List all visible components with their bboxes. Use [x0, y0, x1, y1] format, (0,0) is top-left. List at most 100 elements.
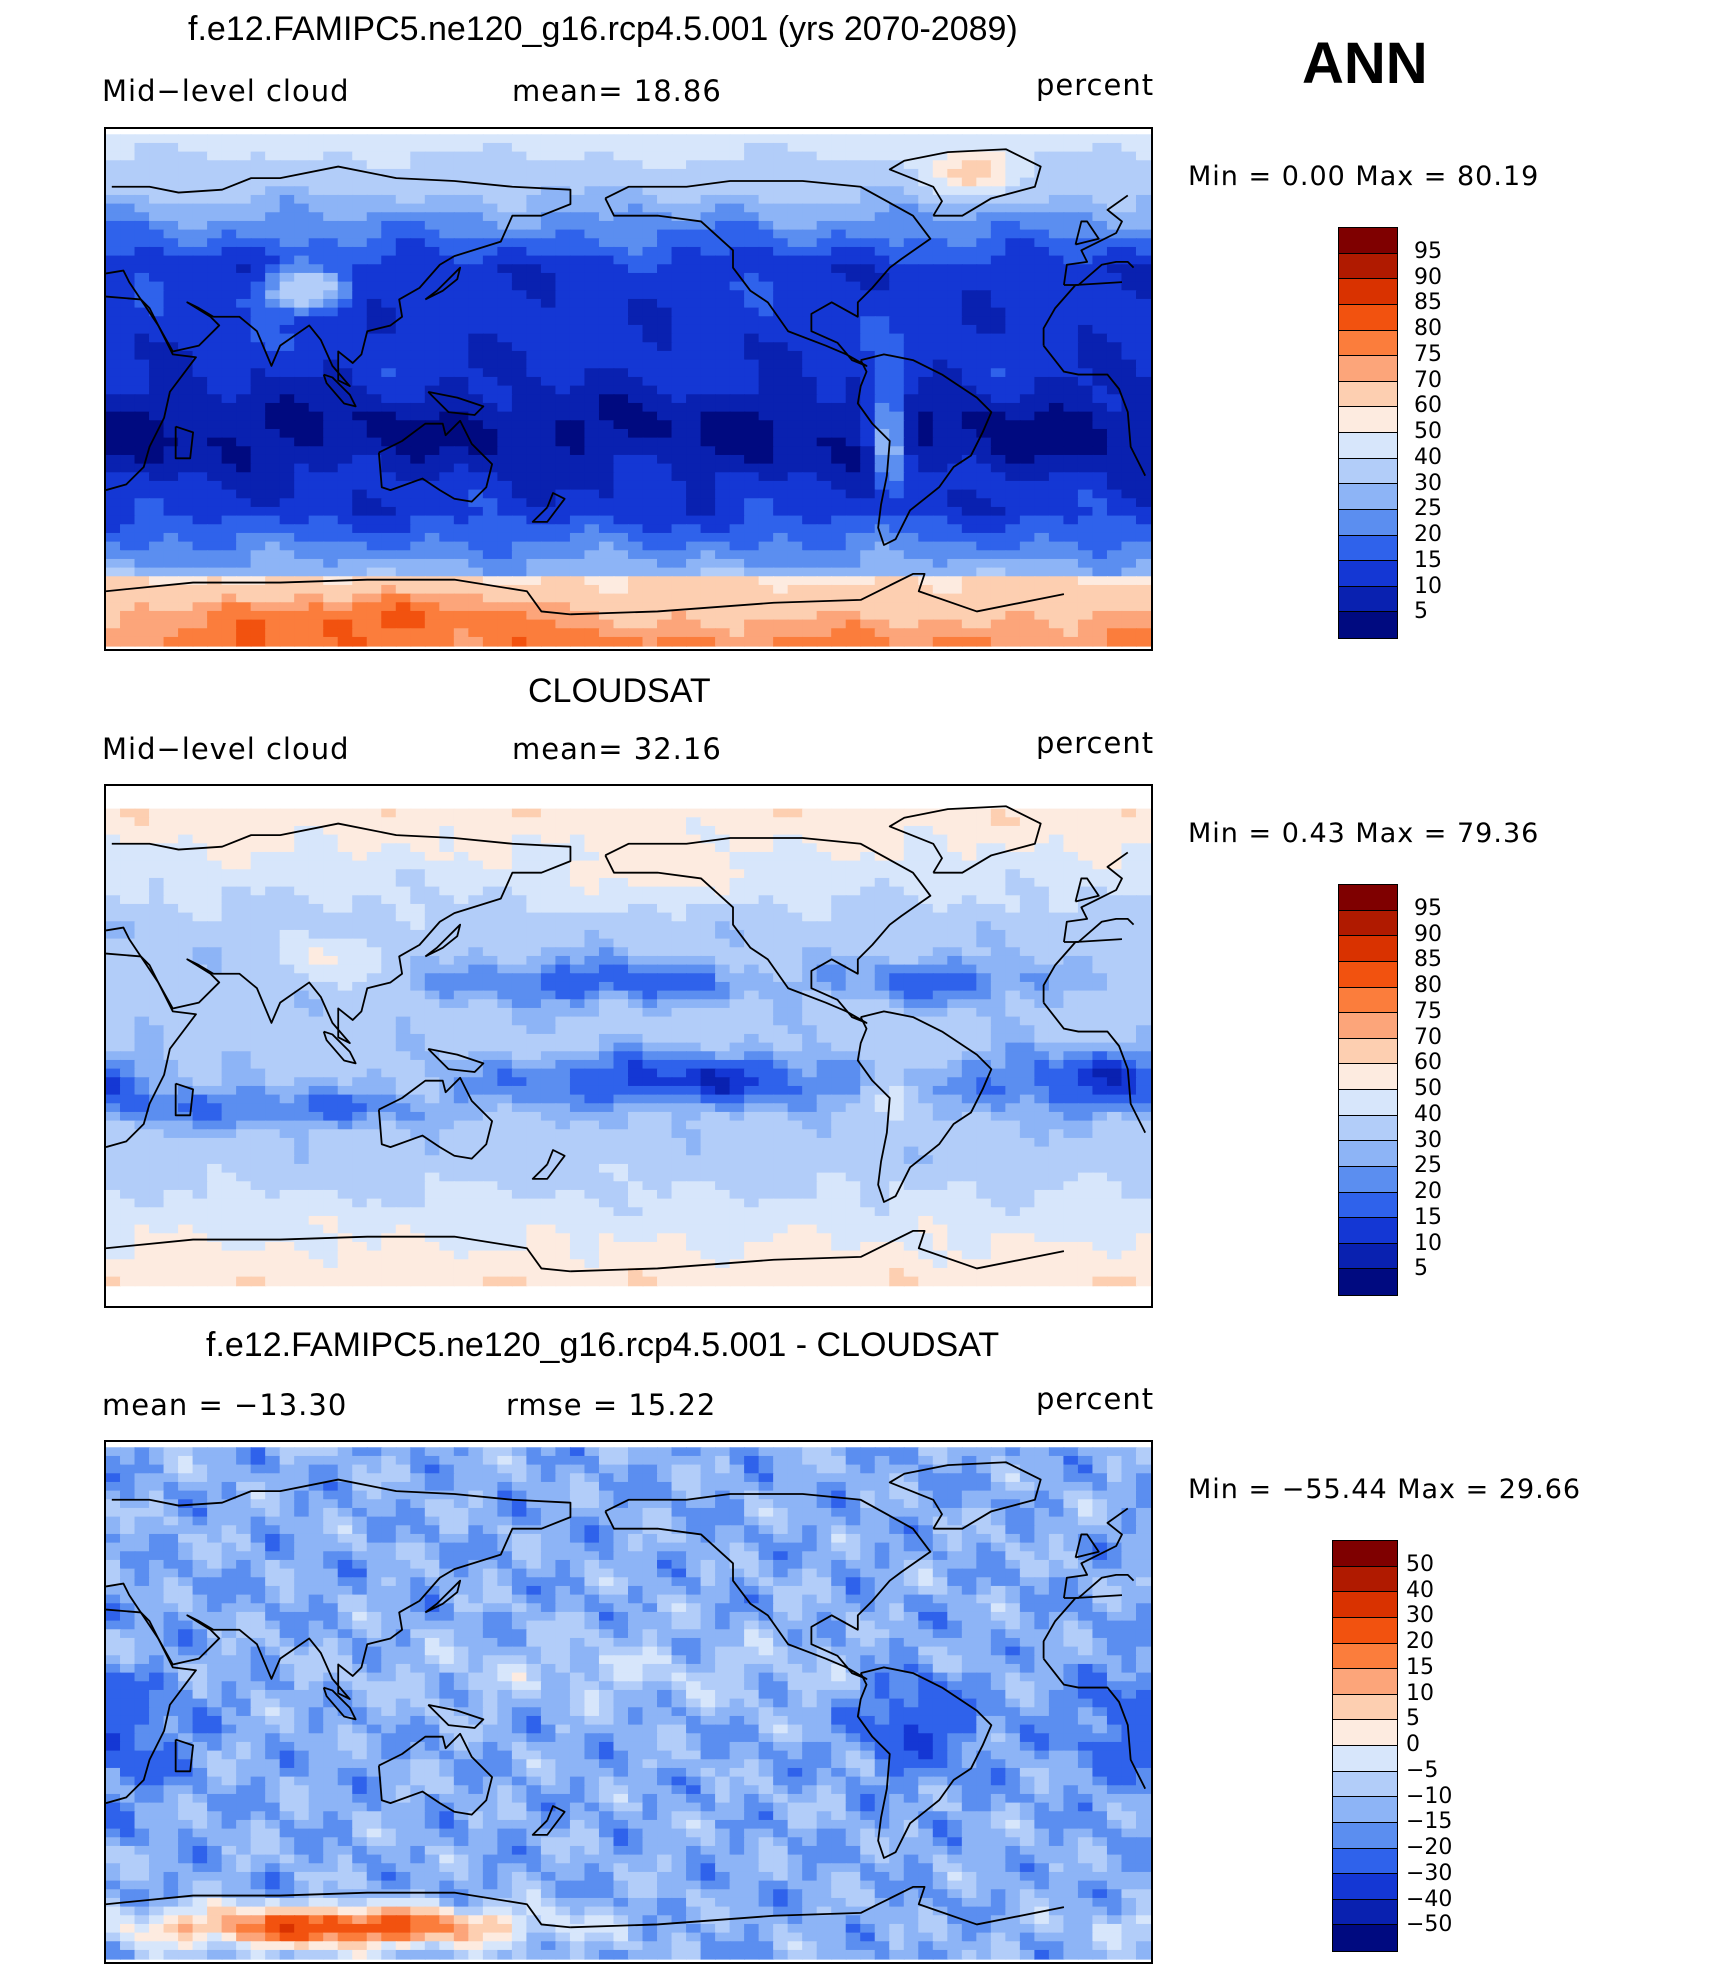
contour-cell — [947, 620, 963, 630]
contour-cell — [788, 611, 804, 621]
contour-cell — [468, 264, 484, 274]
contour-cell — [773, 533, 789, 543]
contour-cell — [352, 438, 368, 448]
contour-cell — [599, 472, 615, 482]
contour-cell — [802, 438, 818, 448]
contour-cell — [1136, 178, 1151, 188]
contour-cell — [584, 360, 600, 370]
contour-cell — [831, 869, 847, 879]
contour-cell — [933, 403, 949, 413]
contour-cell — [1078, 637, 1094, 647]
contour-cell — [1020, 835, 1036, 845]
contour-cell — [251, 464, 267, 474]
contour-cell — [526, 360, 542, 370]
contour-cell — [120, 852, 136, 862]
contour-cell — [889, 143, 905, 153]
contour-cell — [1107, 438, 1123, 448]
contour-cell — [555, 308, 571, 318]
contour-cell — [672, 550, 688, 560]
contour-cell — [120, 446, 136, 456]
contour-cell — [918, 143, 934, 153]
contour-cell — [962, 429, 978, 439]
contour-cell — [802, 152, 818, 162]
contour-cell — [352, 446, 368, 456]
contour-cell — [193, 637, 209, 647]
contour-cell — [788, 420, 804, 430]
contour-cell — [483, 282, 499, 292]
contour-cell — [628, 620, 644, 630]
contour-cell — [1034, 550, 1050, 560]
contour-cell — [1092, 464, 1108, 474]
contour-cell — [643, 620, 659, 630]
contour-cell — [367, 507, 383, 517]
contour-cell — [643, 403, 659, 413]
contour-cell — [628, 559, 644, 569]
contour-cell — [860, 230, 876, 240]
contour-cell — [875, 602, 891, 612]
contour-cell — [439, 524, 455, 534]
contour-cell — [338, 878, 354, 888]
contour-cell — [280, 143, 296, 153]
contour-cell — [918, 602, 934, 612]
contour-cell — [425, 316, 441, 326]
contour-cell — [889, 550, 905, 560]
contour-cell — [991, 412, 1007, 422]
contour-cell — [541, 835, 557, 845]
contour-cell — [381, 628, 397, 638]
contour-cell — [643, 412, 659, 422]
contour-cell — [1092, 869, 1108, 879]
contour-cell — [991, 342, 1007, 352]
contour-cell — [918, 869, 934, 879]
contour-cell — [584, 455, 600, 465]
contour-cell — [497, 498, 513, 508]
contour-cell — [1049, 204, 1065, 214]
contour-cell — [831, 559, 847, 569]
contour-cell — [1020, 576, 1036, 586]
contour-cell — [1005, 420, 1021, 430]
contour-cell — [1121, 464, 1137, 474]
contour-cell — [468, 256, 484, 266]
contour-cell — [135, 611, 151, 621]
contour-cell — [1078, 143, 1094, 153]
contour-cell — [875, 559, 891, 569]
contour-cell — [454, 403, 470, 413]
contour-cell — [222, 524, 238, 534]
contour-cell — [483, 143, 499, 153]
contour-cell — [410, 377, 426, 387]
contour-cell — [570, 559, 586, 569]
contour-cell — [744, 247, 760, 257]
contour-cell — [846, 628, 862, 638]
contour-cell — [962, 377, 978, 387]
contour-cell — [149, 620, 165, 630]
contour-cell — [164, 212, 180, 222]
contour-cell — [1107, 464, 1123, 474]
contour-cell — [991, 178, 1007, 188]
contour-cell — [396, 403, 412, 413]
contour-cell — [512, 464, 528, 474]
contour-cell — [1121, 264, 1137, 274]
contour-cell — [352, 420, 368, 430]
contour-cell — [904, 316, 920, 326]
contour-cell — [889, 178, 905, 188]
contour-cell — [613, 368, 629, 378]
contour-cell — [280, 878, 296, 888]
contour-cell — [817, 412, 833, 422]
contour-cell — [918, 351, 934, 361]
contour-cell — [410, 568, 426, 578]
contour-cell — [875, 325, 891, 335]
contour-cell — [280, 403, 296, 413]
contour-cell — [1121, 360, 1137, 370]
contour-cell — [643, 809, 659, 819]
contour-cell — [309, 516, 325, 526]
contour-cell — [599, 412, 615, 422]
contour-cell — [672, 325, 688, 335]
contour-cell — [425, 403, 441, 413]
contour-cell — [672, 230, 688, 240]
contour-cell — [323, 230, 339, 240]
contour-cell — [613, 585, 629, 595]
contour-cell — [106, 377, 121, 387]
contour-cell — [744, 507, 760, 517]
contour-cell — [207, 438, 223, 448]
contour-cell — [526, 628, 542, 638]
contour-cell — [672, 178, 688, 188]
